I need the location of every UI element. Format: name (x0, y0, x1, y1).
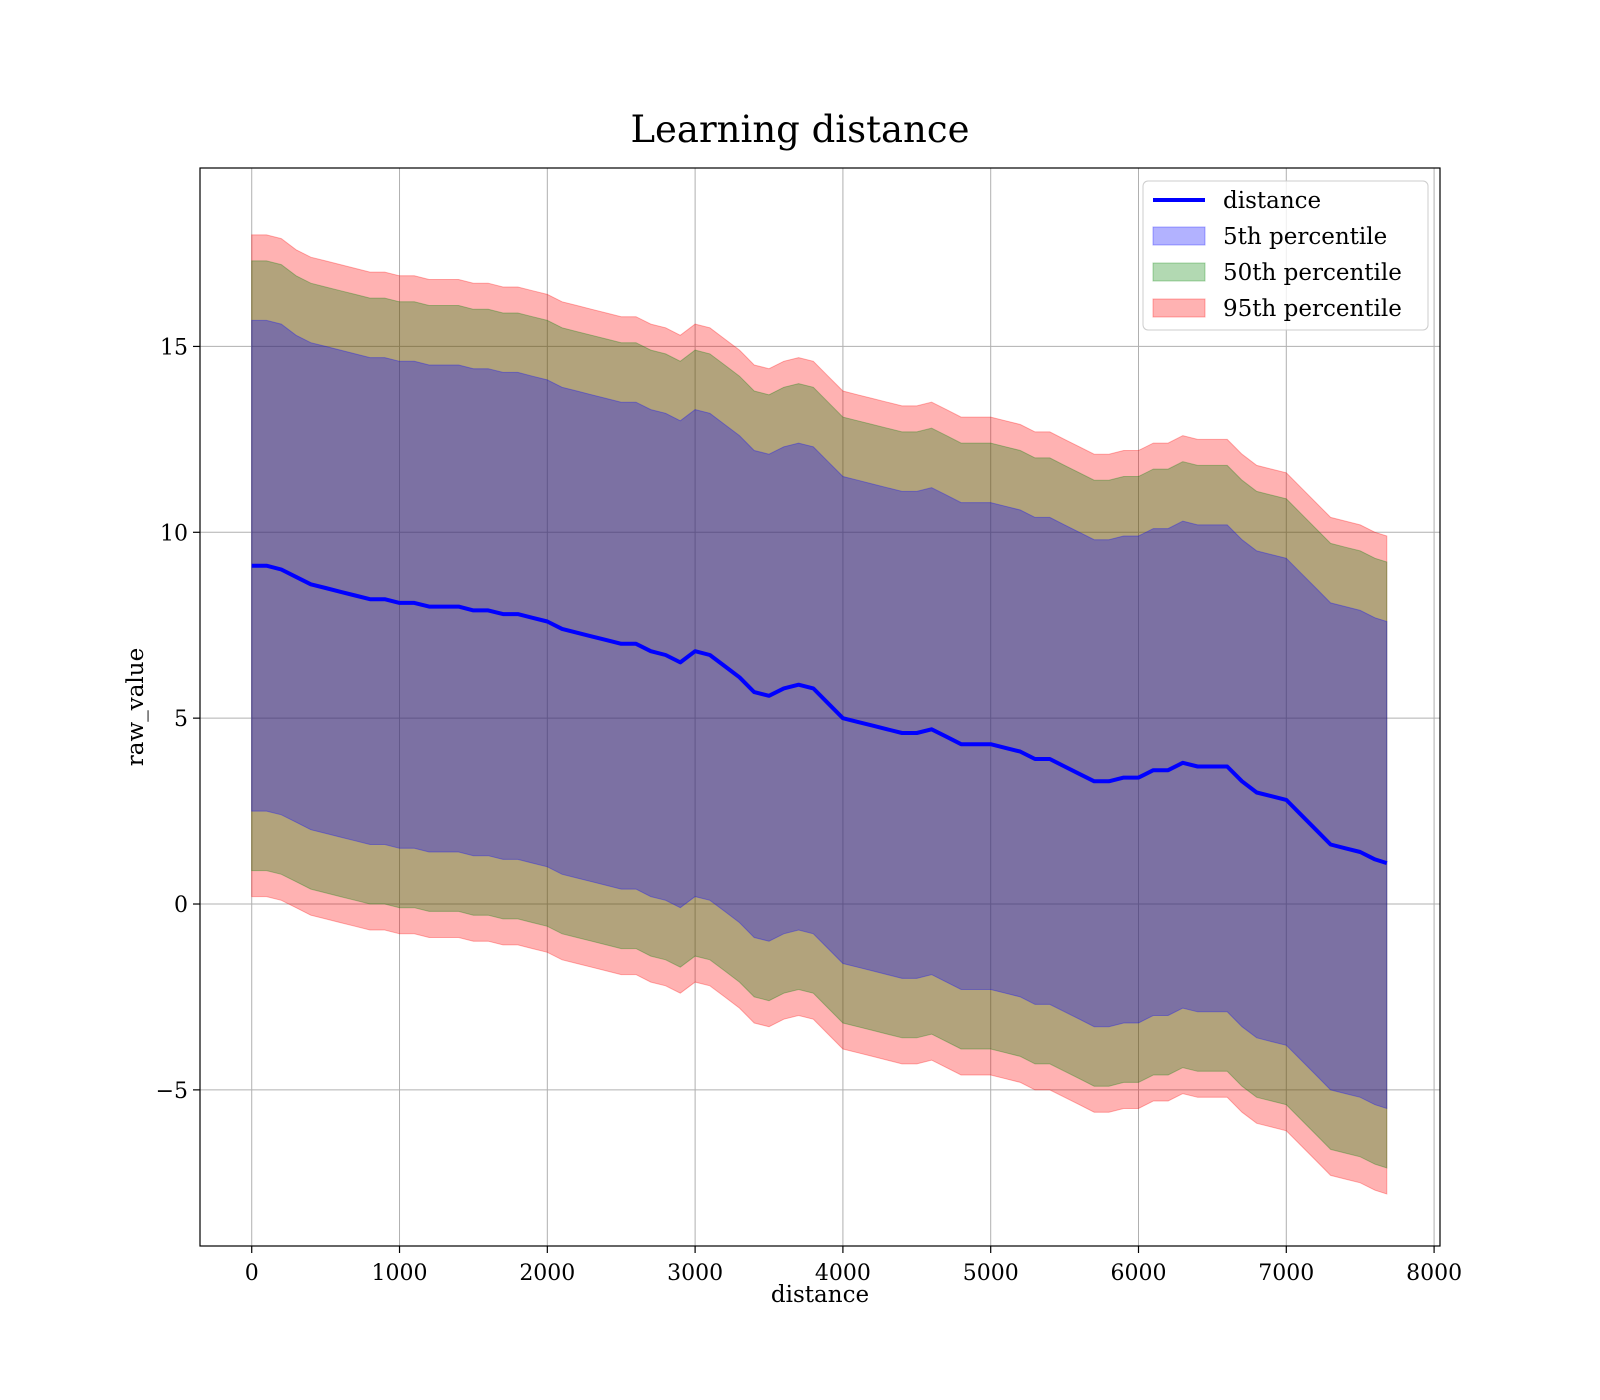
legend-frame (1142, 180, 1429, 331)
chart-title: Learning distance (630, 108, 969, 151)
legend-swatch-95th-percentile (1152, 298, 1206, 318)
legend-label-95th-percentile: 95th percentile (1223, 296, 1402, 322)
y-axis-label: raw_value (123, 648, 149, 766)
distance-line-layer (251, 563, 1388, 866)
band-95th-percentile (251, 234, 1388, 1195)
y-tick-label-4: 15 (160, 335, 188, 360)
y-tick-label-3: 10 (160, 521, 188, 546)
x-tick-label-7: 7000 (1258, 1261, 1314, 1286)
x-tick-label-3: 3000 (667, 1261, 723, 1286)
legend-label-distance: distance (1223, 188, 1321, 214)
x-axis-label: distance (771, 1282, 869, 1308)
x-tick-label-2: 2000 (519, 1261, 575, 1286)
x-axis-ticks: 0 1000 2000 3000 4000 5000 6000 7000 8000 (245, 1246, 1462, 1286)
percentile-bands (251, 234, 1388, 1195)
x-tick-label-5: 5000 (963, 1261, 1019, 1286)
y-tick-label-0: −5 (156, 1079, 188, 1104)
y-tick-label-2: 5 (174, 707, 188, 732)
legend-label-5th-percentile: 5th percentile (1223, 224, 1387, 250)
legend-swatch-5th-percentile (1152, 226, 1206, 246)
legend-label-50th-percentile: 50th percentile (1223, 260, 1402, 286)
band-5th-percentile (251, 319, 1388, 1110)
plot-frame (199, 167, 1441, 1247)
series-line-distance (251, 563, 1388, 866)
y-axis-ticks: −5 0 5 10 15 (156, 335, 200, 1104)
x-tick-label-6: 6000 (1110, 1261, 1166, 1286)
x-tick-label-8: 8000 (1406, 1261, 1462, 1286)
x-tick-label-4: 4000 (815, 1261, 871, 1286)
x-tick-label-0: 0 (245, 1261, 259, 1286)
band-50th-percentile (251, 260, 1388, 1169)
legend-swatch-50th-percentile (1152, 262, 1206, 282)
x-tick-label-1: 1000 (372, 1261, 428, 1286)
y-tick-label-1: 0 (174, 893, 188, 918)
legend: distance 5th percentile 50th percentile … (1142, 180, 1429, 331)
grid (200, 168, 1440, 1246)
